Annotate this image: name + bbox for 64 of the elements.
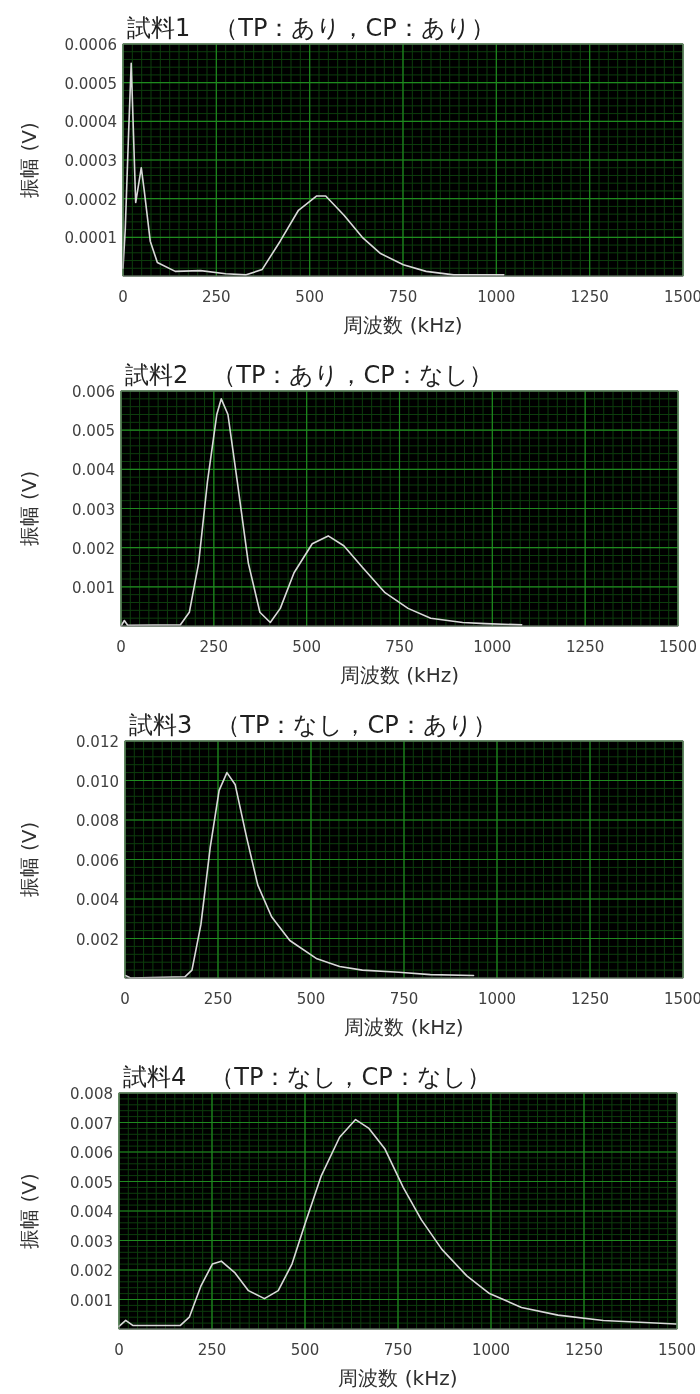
y-tick-label: 0.005 — [72, 422, 115, 441]
y-tick-label: 0.008 — [70, 1085, 113, 1103]
x-tick-label: 1000 — [471, 1341, 511, 1359]
y-tick-label: 0.008 — [76, 812, 119, 830]
y-axis-title: 振幅 (V) — [17, 122, 41, 198]
y-tick-label: 0.010 — [76, 772, 119, 791]
chart-title: 試料2 （TP：あり，CP：なし） — [125, 361, 493, 389]
y-tick-label: 0.002 — [72, 539, 115, 558]
chart-title: 試料1 （TP：あり，CP：あり） — [127, 14, 495, 42]
x-tick-label: 1000 — [477, 990, 517, 1008]
x-tick-label: 750 — [385, 638, 414, 656]
x-tick-label: 500 — [296, 990, 326, 1008]
x-tick-label: 250 — [203, 990, 233, 1008]
x-axis-title: 周波数 (kHz) — [344, 1015, 464, 1039]
x-tick-label: 750 — [383, 1341, 413, 1359]
x-tick-label: 250 — [199, 638, 229, 656]
x-axis-title: 周波数 (kHz) — [338, 1366, 458, 1390]
y-tick-label: 0.006 — [76, 851, 119, 870]
y-tick-label: 0.001 — [70, 1291, 113, 1310]
x-tick-label: 1250 — [566, 638, 605, 656]
x-tick-label: 0 — [116, 638, 126, 656]
y-tick-label: 0.002 — [76, 930, 119, 949]
y-tick-label: 0.006 — [72, 383, 115, 401]
x-axis-title: 周波数 (kHz) — [339, 663, 460, 687]
chart-title: 試料4 （TP：なし，CP：なし） — [123, 1063, 491, 1091]
y-tick-label: 0.003 — [72, 500, 115, 519]
x-tick-label: 1500 — [657, 1341, 697, 1359]
x-tick-label: 250 — [202, 288, 231, 306]
x-tick-label: 1250 — [570, 990, 610, 1008]
y-tick-label: 0.003 — [70, 1232, 113, 1251]
x-tick-label: 1500 — [658, 638, 698, 656]
y-tick-label: 0.004 — [76, 891, 119, 909]
x-axis-title: 周波数 (kHz) — [343, 313, 463, 337]
y-tick-label: 0.0004 — [64, 113, 117, 132]
y-tick-label: 0.004 — [72, 461, 115, 480]
y-tick-label: 0.005 — [70, 1173, 113, 1192]
y-tick-label: 0.004 — [70, 1203, 113, 1221]
x-tick-label: 750 — [389, 990, 419, 1008]
y-tick-label: 0.0003 — [64, 152, 117, 170]
y-tick-label: 0.001 — [72, 578, 115, 597]
x-tick-label: 0 — [118, 288, 128, 306]
x-tick-label: 500 — [295, 288, 324, 306]
x-tick-label: 1000 — [477, 288, 516, 306]
x-tick-label: 1250 — [564, 1341, 604, 1359]
x-tick-label: 1250 — [570, 288, 609, 306]
x-tick-label: 500 — [292, 638, 321, 656]
y-tick-label: 0.006 — [70, 1144, 113, 1162]
y-tick-label: 0.0001 — [64, 229, 117, 248]
x-tick-label: 250 — [197, 1341, 227, 1359]
x-tick-label: 0 — [120, 990, 130, 1008]
y-tick-label: 0.012 — [76, 733, 119, 751]
y-axis-title: 振幅 (V) — [17, 821, 41, 898]
y-tick-label: 0.002 — [70, 1262, 113, 1280]
y-tick-label: 0.0005 — [64, 74, 117, 93]
chart-title: 試料3 （TP：なし，CP：あり） — [129, 711, 497, 739]
x-tick-label: 750 — [388, 288, 418, 306]
y-axis-title: 振幅 (V) — [17, 1173, 41, 1249]
y-tick-label: 0.0002 — [64, 190, 117, 209]
y-tick-label: 0.007 — [70, 1114, 113, 1133]
x-tick-label: 0 — [114, 1341, 124, 1359]
y-axis-title: 振幅 (V) — [17, 470, 41, 547]
x-tick-label: 500 — [290, 1341, 320, 1359]
y-tick-label: 0.0006 — [64, 36, 117, 54]
x-tick-label: 1000 — [473, 638, 512, 656]
